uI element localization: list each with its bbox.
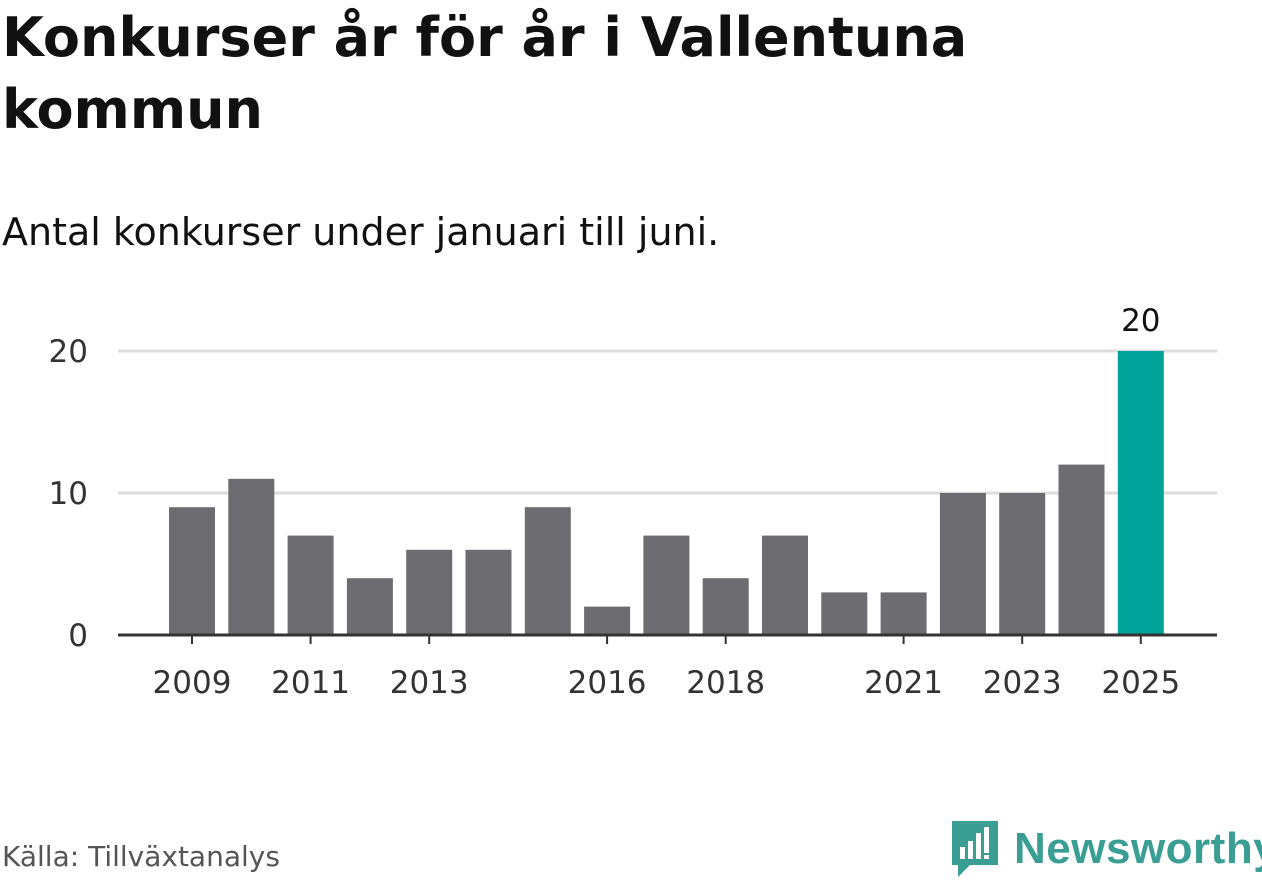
chart-subtitle: Antal konkurser under januari till juni. [2, 210, 720, 254]
bar-2022 [939, 493, 986, 635]
x-tick-label-2009: 2009 [153, 665, 232, 701]
y-axis-ticks: 0 10 20 [49, 334, 88, 654]
bar-2019 [762, 535, 808, 635]
bar-2016 [584, 606, 631, 635]
bar-2020 [821, 592, 868, 635]
bar-2025 [1117, 351, 1164, 635]
bar-2024 [1058, 464, 1105, 635]
x-tick-label-2023: 2023 [983, 665, 1062, 701]
brand-logo: Newsworthy [950, 818, 1262, 880]
bar-2012 [346, 578, 393, 635]
bar-2015 [524, 507, 571, 635]
bar-2023 [999, 493, 1046, 635]
x-tick-label-2021: 2021 [864, 665, 943, 701]
y-tick-label: 10 [49, 476, 88, 512]
chart-title: Konkurser år för år i Vallentuna kommun [2, 6, 968, 141]
x-tick-label-2011: 2011 [271, 665, 350, 701]
bar-2014 [465, 549, 512, 635]
bars [169, 351, 1164, 635]
bar-2013 [406, 549, 453, 635]
gridlines [118, 349, 1217, 495]
bar-2011 [287, 535, 334, 635]
bar-2009 [169, 507, 215, 635]
data-labels: 20 [1121, 303, 1160, 339]
newsworthy-logo-icon [952, 821, 998, 877]
x-tick-label-2013: 2013 [390, 665, 469, 701]
bar-2010 [228, 478, 275, 635]
y-tick-label: 0 [68, 618, 88, 654]
bar-2021 [880, 592, 927, 635]
x-tick-label-2016: 2016 [568, 665, 647, 701]
data-label-2025: 20 [1121, 303, 1160, 339]
source-note: Källa: Tillväxtanalys [2, 840, 280, 873]
x-axis-ticks: 2009 2011 2013 2016 2018 2021 2023 2025 [153, 635, 1180, 701]
x-tick-label-2025: 2025 [1101, 665, 1180, 701]
brand-name: Newsworthy [1014, 824, 1262, 873]
bar-chart: 0 10 20 2009 2011 2013 2016 2018 2021 2023 2025 2… [49, 303, 1217, 701]
x-tick-label-2018: 2018 [686, 665, 765, 701]
bar-2017 [643, 535, 690, 635]
y-tick-label: 20 [49, 334, 88, 370]
bar-2018 [702, 578, 749, 635]
